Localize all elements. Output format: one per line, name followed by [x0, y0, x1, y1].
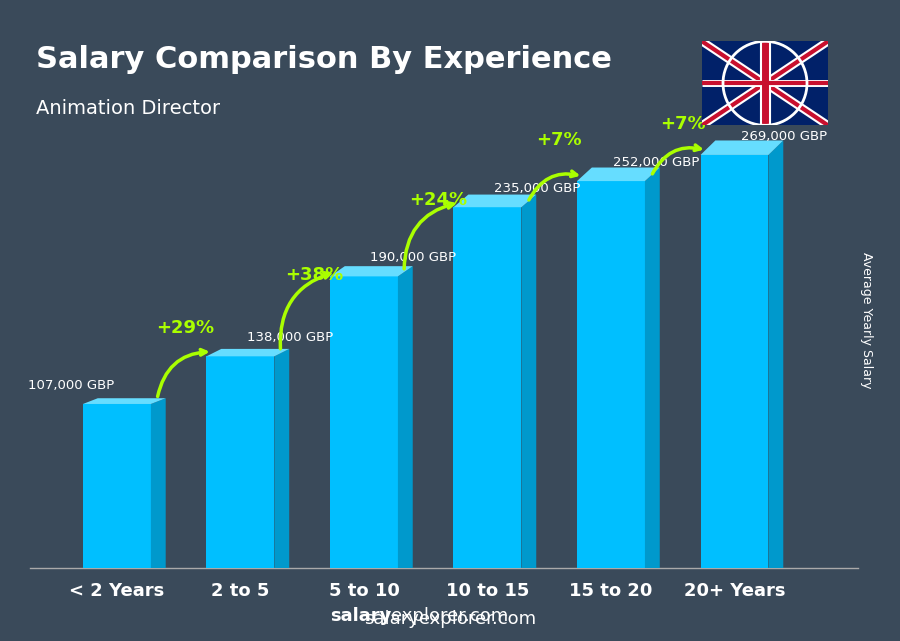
Text: salaryexplorer.com: salaryexplorer.com	[364, 610, 536, 628]
Polygon shape	[151, 398, 166, 569]
Text: Average Yearly Salary: Average Yearly Salary	[860, 253, 873, 388]
Text: 138,000 GBP: 138,000 GBP	[247, 331, 333, 344]
Polygon shape	[83, 398, 166, 404]
Text: 269,000 GBP: 269,000 GBP	[741, 130, 827, 143]
Polygon shape	[521, 195, 536, 569]
Polygon shape	[274, 349, 289, 569]
Text: +7%: +7%	[536, 131, 582, 149]
Text: 252,000 GBP: 252,000 GBP	[614, 156, 700, 169]
Text: +29%: +29%	[156, 319, 214, 337]
Polygon shape	[330, 266, 413, 276]
Text: 235,000 GBP: 235,000 GBP	[493, 182, 580, 196]
Bar	[206, 356, 274, 569]
Text: 107,000 GBP: 107,000 GBP	[28, 379, 114, 392]
Text: explorer.com: explorer.com	[392, 607, 508, 625]
Bar	[330, 276, 398, 569]
Bar	[454, 207, 521, 569]
Polygon shape	[398, 266, 413, 569]
Text: Salary Comparison By Experience: Salary Comparison By Experience	[36, 45, 612, 74]
Text: salary: salary	[330, 607, 392, 625]
Bar	[577, 181, 645, 569]
Text: +7%: +7%	[660, 115, 706, 133]
Polygon shape	[700, 140, 783, 155]
Bar	[700, 155, 769, 569]
Text: 190,000 GBP: 190,000 GBP	[370, 251, 456, 265]
Polygon shape	[206, 349, 289, 356]
Polygon shape	[577, 167, 660, 181]
Polygon shape	[454, 195, 536, 207]
Polygon shape	[645, 167, 660, 569]
Text: +24%: +24%	[409, 191, 467, 209]
Text: Animation Director: Animation Director	[36, 99, 220, 119]
Text: +38%: +38%	[285, 266, 344, 285]
Polygon shape	[769, 140, 783, 569]
Bar	[83, 404, 151, 569]
